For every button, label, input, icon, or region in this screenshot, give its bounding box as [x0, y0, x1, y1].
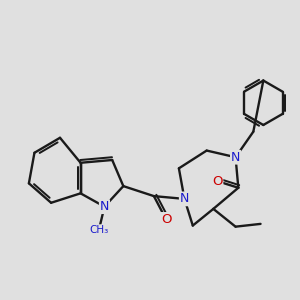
- Text: O: O: [212, 175, 223, 188]
- Text: O: O: [161, 213, 171, 226]
- Text: CH₃: CH₃: [89, 225, 109, 235]
- Text: N: N: [180, 192, 189, 206]
- Text: N: N: [100, 200, 109, 213]
- Text: N: N: [231, 151, 240, 164]
